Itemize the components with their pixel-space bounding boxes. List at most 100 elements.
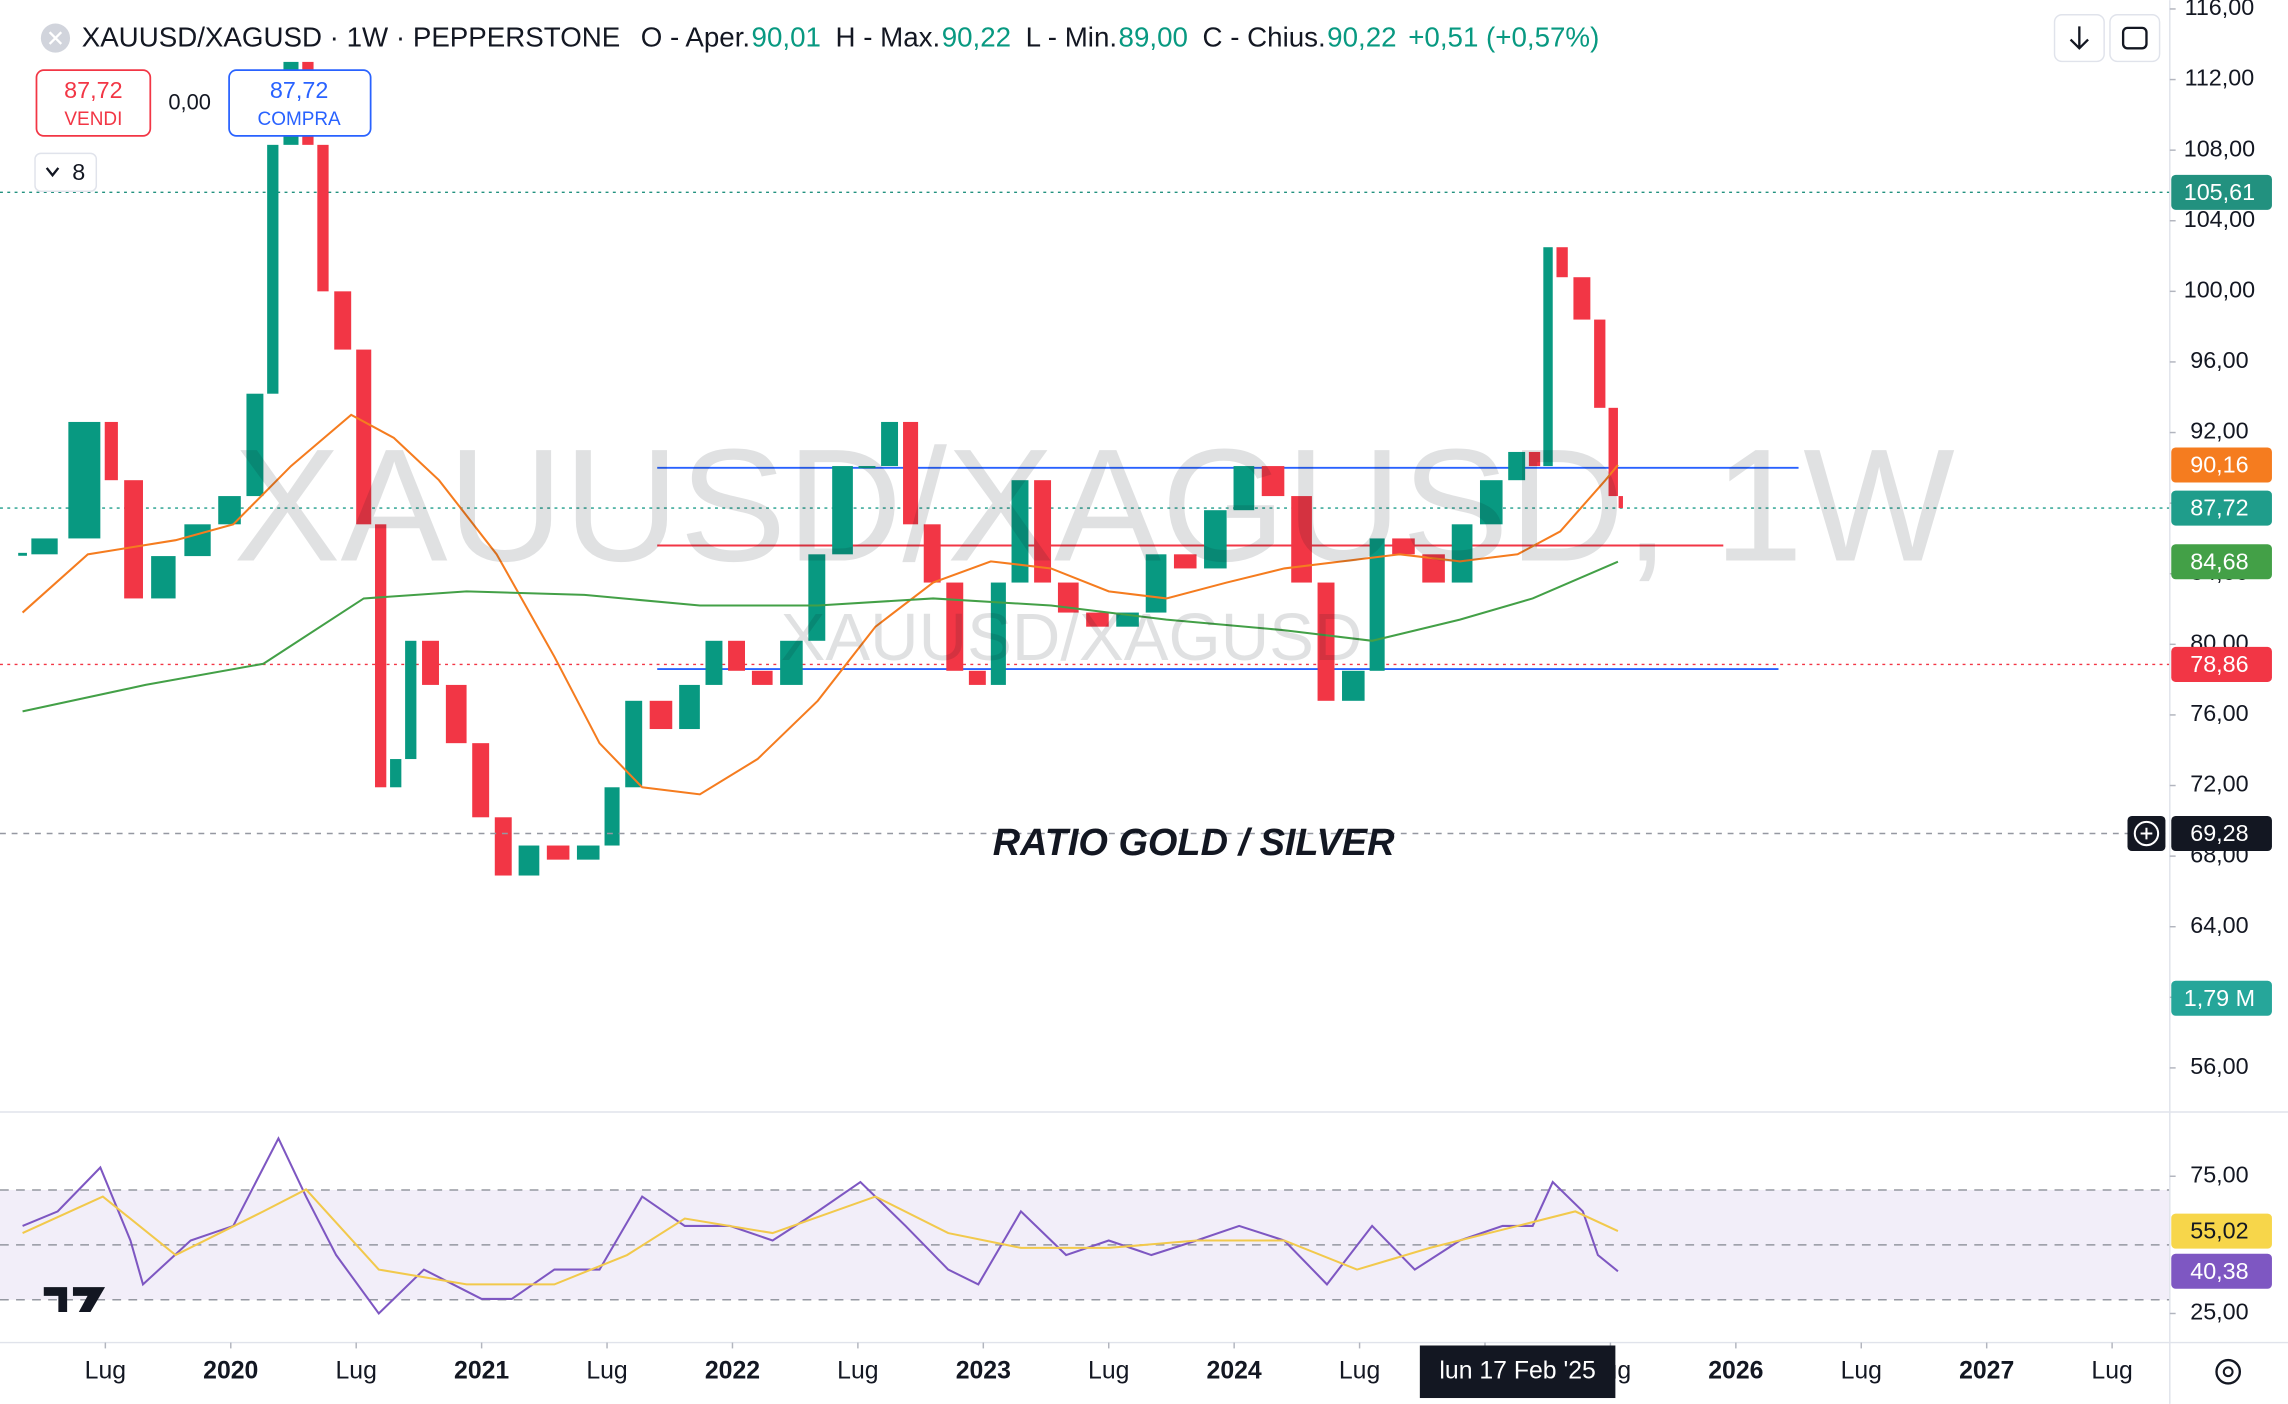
candle bbox=[518, 845, 540, 876]
candle bbox=[390, 759, 402, 788]
candle bbox=[1233, 466, 1255, 511]
candle bbox=[151, 556, 176, 599]
ohlc-name: C - Chius. bbox=[1202, 22, 1325, 53]
candle bbox=[1057, 582, 1079, 613]
candle bbox=[31, 538, 58, 555]
ohlc-value: 90,22 bbox=[942, 22, 1011, 53]
ohlc-value: 90,22 bbox=[1327, 22, 1396, 53]
candle bbox=[576, 845, 600, 860]
candle bbox=[1291, 496, 1312, 583]
candle bbox=[604, 787, 620, 846]
moving-average bbox=[21, 413, 1619, 796]
candle bbox=[990, 582, 1006, 685]
indicators-count: 8 bbox=[72, 159, 85, 185]
crosshair-price-label: 69,28 bbox=[2190, 820, 2248, 846]
candle bbox=[68, 421, 101, 539]
rsi-line bbox=[22, 1136, 1619, 1316]
x-tick-label: Lug bbox=[1088, 1357, 1129, 1384]
crosshair-plus-glyph bbox=[2140, 827, 2153, 840]
y-tick-label: 96,00 bbox=[2190, 347, 2248, 373]
x-tick-label: Lug bbox=[1339, 1357, 1380, 1384]
indicators-toggle[interactable] bbox=[34, 152, 98, 193]
candle bbox=[751, 670, 773, 685]
fullscreen-button[interactable] bbox=[2109, 13, 2161, 63]
candle bbox=[18, 552, 27, 556]
candle bbox=[728, 640, 746, 671]
x-tick-label: 2020 bbox=[203, 1357, 258, 1384]
crosshair-label-box bbox=[2171, 816, 2272, 852]
x-tick-label: Lug bbox=[2091, 1357, 2132, 1384]
crosshair-date-box bbox=[1419, 1345, 1616, 1399]
volume-label: 1,79 M bbox=[2184, 985, 2255, 1011]
candle bbox=[405, 640, 417, 760]
close-icon-glyph bbox=[48, 31, 63, 45]
price-label-box bbox=[2171, 490, 2272, 526]
change: +0,51 (+0,57%) bbox=[1408, 22, 1599, 53]
y-tick-label: 56,00 bbox=[2190, 1053, 2248, 1079]
crosshair-plus-icon bbox=[2133, 820, 2160, 847]
candle bbox=[1317, 582, 1335, 701]
sell-button[interactable] bbox=[35, 69, 152, 137]
y-tick-label: 100,00 bbox=[2184, 277, 2255, 303]
candle bbox=[218, 496, 241, 525]
candle bbox=[334, 291, 352, 350]
candle bbox=[1543, 247, 1553, 467]
x-tick-label: 2026 bbox=[1708, 1357, 1763, 1384]
candle bbox=[625, 700, 643, 788]
settings-icon-core bbox=[2222, 1366, 2234, 1378]
x-tick-label: Lug bbox=[586, 1357, 627, 1384]
candle bbox=[705, 640, 723, 685]
candle bbox=[923, 524, 941, 583]
candle bbox=[494, 817, 512, 876]
settings-icon[interactable] bbox=[2215, 1358, 2242, 1385]
rsi-label-box bbox=[2171, 1213, 2272, 1249]
y-tick-label: 108,00 bbox=[2184, 135, 2255, 161]
y-tick-label: 92,00 bbox=[2190, 418, 2248, 444]
candle bbox=[1451, 524, 1473, 583]
candle bbox=[858, 466, 876, 469]
candle bbox=[1011, 480, 1029, 583]
fullscreen-icon bbox=[2121, 26, 2148, 50]
candle bbox=[946, 582, 964, 671]
candle bbox=[1034, 480, 1052, 583]
candle bbox=[1342, 670, 1365, 701]
y-tick-label: 104,00 bbox=[2184, 206, 2255, 232]
overlay: XAUUSD/XAGUSD, 1W XAUUSD/XAGUSD RATIO GO… bbox=[233, 417, 1954, 864]
price-label: 105,61 bbox=[2184, 179, 2255, 205]
candle bbox=[1556, 247, 1568, 278]
ohlc-value: 89,00 bbox=[1119, 22, 1188, 53]
candle bbox=[422, 640, 439, 685]
ohlc-name: O - Aper. bbox=[641, 22, 750, 53]
buy-button[interactable] bbox=[228, 69, 372, 137]
candle bbox=[1594, 319, 1606, 408]
price-label-box bbox=[2171, 447, 2272, 483]
candle bbox=[1479, 480, 1503, 525]
x-tick-label: 2021 bbox=[454, 1357, 509, 1384]
candle bbox=[1392, 538, 1415, 555]
candle bbox=[808, 554, 826, 641]
trade-panel: 87,72 VENDI 0,00 87,72 COMPRA 8 bbox=[34, 69, 372, 193]
rsi-line bbox=[22, 1188, 1619, 1286]
candle bbox=[1422, 554, 1445, 583]
volume-label-box bbox=[2171, 980, 2272, 1016]
price-label: 87,72 bbox=[2190, 495, 2248, 521]
candle bbox=[1261, 466, 1285, 497]
y-tick-label: 25,00 bbox=[2190, 1299, 2248, 1325]
candle bbox=[881, 421, 899, 467]
price-label: 78,86 bbox=[2190, 651, 2248, 677]
x-tick-label: 2023 bbox=[956, 1357, 1011, 1384]
candle bbox=[1508, 451, 1526, 481]
x-tick-label: 2022 bbox=[705, 1357, 760, 1384]
buy-label: COMPRA bbox=[258, 109, 342, 130]
candle bbox=[1173, 554, 1197, 569]
candle bbox=[267, 144, 279, 394]
ohlc-name: H - Max. bbox=[836, 22, 941, 53]
y-tick-label: 112,00 bbox=[2185, 65, 2255, 91]
candle bbox=[1573, 277, 1591, 320]
buy-price: 87,72 bbox=[270, 77, 328, 103]
ohlc-value: 90,01 bbox=[752, 22, 821, 53]
rsi-label: 40,38 bbox=[2190, 1258, 2248, 1284]
x-tick-label: Lug bbox=[1841, 1357, 1882, 1384]
header: XAUUSD/XAGUSD · 1W · PEPPERSTONE O - Aper… bbox=[82, 22, 1600, 53]
